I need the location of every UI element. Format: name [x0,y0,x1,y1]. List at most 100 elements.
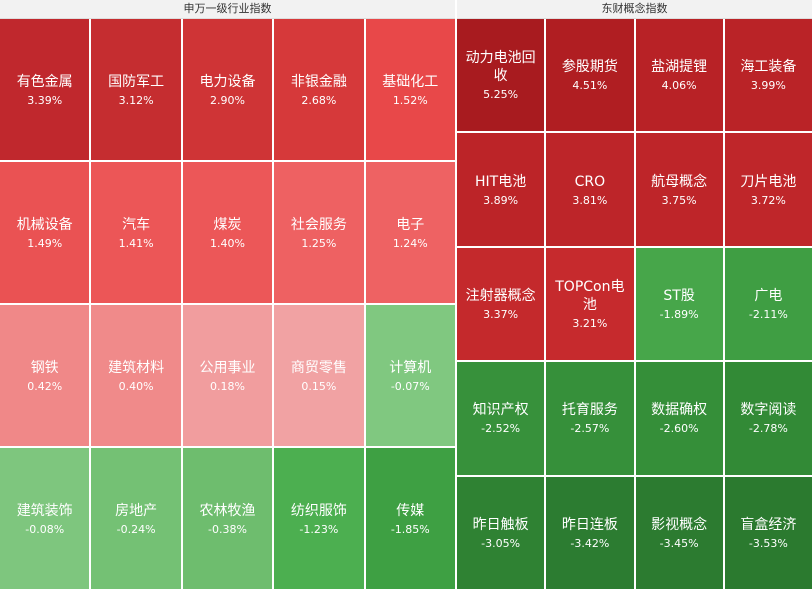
tile-change: -2.78% [748,422,788,436]
tile-change: -2.57% [570,422,610,436]
tile[interactable]: 参股期货 4.51% [546,19,634,132]
tile-grid: 动力电池回收 5.25% 参股期货 4.51% 盐湖提锂 4.06% 海工装备 3.99% HI… [457,19,812,589]
tile[interactable]: 航母概念 3.75% [635,133,723,246]
tile-change: 1.24% [392,236,428,250]
tile-name: 传媒 [396,502,425,519]
tile-change: 1.25% [301,236,337,250]
tile[interactable]: 托育服务 -2.57% [546,362,634,475]
tile[interactable]: 影视概念 -3.45% [635,476,723,589]
tile[interactable]: 非银金融 2.68% [274,19,364,160]
tile[interactable]: 钢铁 0.42% [0,305,90,446]
tile-change: 1.40% [210,236,245,250]
tile-change: -2.60% [659,422,699,436]
tile[interactable]: 注射器概念 3.37% [457,247,545,361]
tile[interactable]: 计算机 -0.07% [365,305,455,446]
tile[interactable]: 基础化工 1.52% [365,19,455,160]
tile-change: -1.23% [299,522,339,536]
tile-change: 3.75% [661,193,697,207]
tile-name: 电子 [396,216,425,233]
tile-name: 计算机 [389,359,432,376]
panel: 东财概念指数 动力电池回收 5.25% 参股期货 4.51% 盐湖提锂 4.06% 海工装备… [457,0,812,589]
tile[interactable]: 海工装备 3.99% [724,19,812,132]
tile-change: 3.37% [483,307,519,321]
tile[interactable]: 建筑装饰 -0.08% [0,448,90,589]
tile-change: 4.06% [661,79,697,93]
tile[interactable]: TOPCon电池 3.21% [546,247,634,361]
tile-name: CRO [574,173,606,190]
tile-name: ST股 [663,287,695,304]
tile-change: 3.21% [572,316,608,330]
tile-name: 知识产权 [472,402,529,419]
tile-change: 1.52% [392,93,428,107]
tile[interactable]: HIT电池 3.89% [457,133,545,246]
panel-title: 申万一级行业指数 [0,0,455,19]
tile-change: -3.05% [481,536,521,550]
tile[interactable]: 昨日连板 -3.42% [546,476,634,589]
tile-name: 参股期货 [561,59,618,76]
tile-name: HIT电池 [475,173,527,190]
tile-change: 3.39% [27,93,63,107]
tile[interactable]: 有色金属 3.39% [0,19,90,160]
tile-name: 纺织服饰 [290,502,347,519]
tile[interactable]: 农林牧渔 -0.38% [182,448,273,589]
tile[interactable]: 盲盒经济 -3.53% [724,476,812,589]
tile-name: 建筑装饰 [16,502,73,519]
tile-change: -0.07% [390,379,430,393]
tile-change: -0.08% [25,522,65,536]
tile-change: 2.90% [210,93,245,107]
tile-name: 海工装备 [740,59,797,76]
tile-grid: 有色金属 3.39% 国防军工 3.12% 电力设备 2.90% 非银金融 2.68% 基础化工… [0,19,455,589]
tile[interactable]: 昨日触板 -3.05% [457,476,545,589]
tile-change: 0.15% [301,379,337,393]
tile-name: 国防军工 [108,73,165,90]
tile[interactable]: 建筑材料 0.40% [91,305,181,446]
tile-change: -0.24% [116,522,156,536]
tile-name: 盲盒经济 [740,516,797,533]
tile[interactable]: 动力电池回收 5.25% [457,19,545,132]
tile[interactable]: 商贸零售 0.15% [274,305,364,446]
tile-name: 盐湖提锂 [651,59,708,76]
tile-name: 广电 [754,287,783,304]
tile-name: 社会服务 [290,216,347,233]
tile-change: -0.38% [208,522,247,536]
tile-change: 0.42% [27,379,63,393]
tile-change: 4.51% [572,79,608,93]
tile[interactable]: 盐湖提锂 4.06% [635,19,723,132]
tile[interactable]: 汽车 1.41% [91,162,181,303]
tile[interactable]: 传媒 -1.85% [365,448,455,589]
tile[interactable]: 数据确权 -2.60% [635,362,723,475]
tile-change: 3.89% [483,193,519,207]
tile[interactable]: 社会服务 1.25% [274,162,364,303]
tile-name: 数据确权 [651,402,708,419]
tile[interactable]: 公用事业 0.18% [182,305,273,446]
tile[interactable]: 广电 -2.11% [724,247,812,361]
tile[interactable]: 纺织服饰 -1.23% [274,448,364,589]
tile-change: -3.45% [659,536,699,550]
tile-name: 数字阅读 [740,402,797,419]
tile[interactable]: 电力设备 2.90% [182,19,273,160]
tile-name: 航母概念 [651,173,708,190]
tile-name: 非银金融 [290,73,347,90]
tile-name: 基础化工 [382,73,439,90]
tile[interactable]: 机械设备 1.49% [0,162,90,303]
tile-change: 3.99% [750,79,786,93]
tile-change: -1.85% [390,522,430,536]
tile[interactable]: 电子 1.24% [365,162,455,303]
tile-change: 3.12% [118,93,154,107]
tile[interactable]: CRO 3.81% [546,133,634,246]
tile-name: 建筑材料 [108,359,165,376]
tile-change: 2.68% [301,93,337,107]
tile[interactable]: 房地产 -0.24% [91,448,181,589]
tile[interactable]: 国防军工 3.12% [91,19,181,160]
tile-name: TOPCon电池 [555,278,625,313]
panel-title: 东财概念指数 [457,0,812,19]
tile-change: -3.53% [748,536,788,550]
tile[interactable]: 刀片电池 3.72% [724,133,812,246]
tile-change: -2.11% [748,307,788,321]
tile[interactable]: 知识产权 -2.52% [457,362,545,475]
tile-name: 有色金属 [16,73,73,90]
tile[interactable]: 数字阅读 -2.78% [724,362,812,475]
tile[interactable]: 煤炭 1.40% [182,162,273,303]
tile[interactable]: ST股 -1.89% [635,247,723,361]
